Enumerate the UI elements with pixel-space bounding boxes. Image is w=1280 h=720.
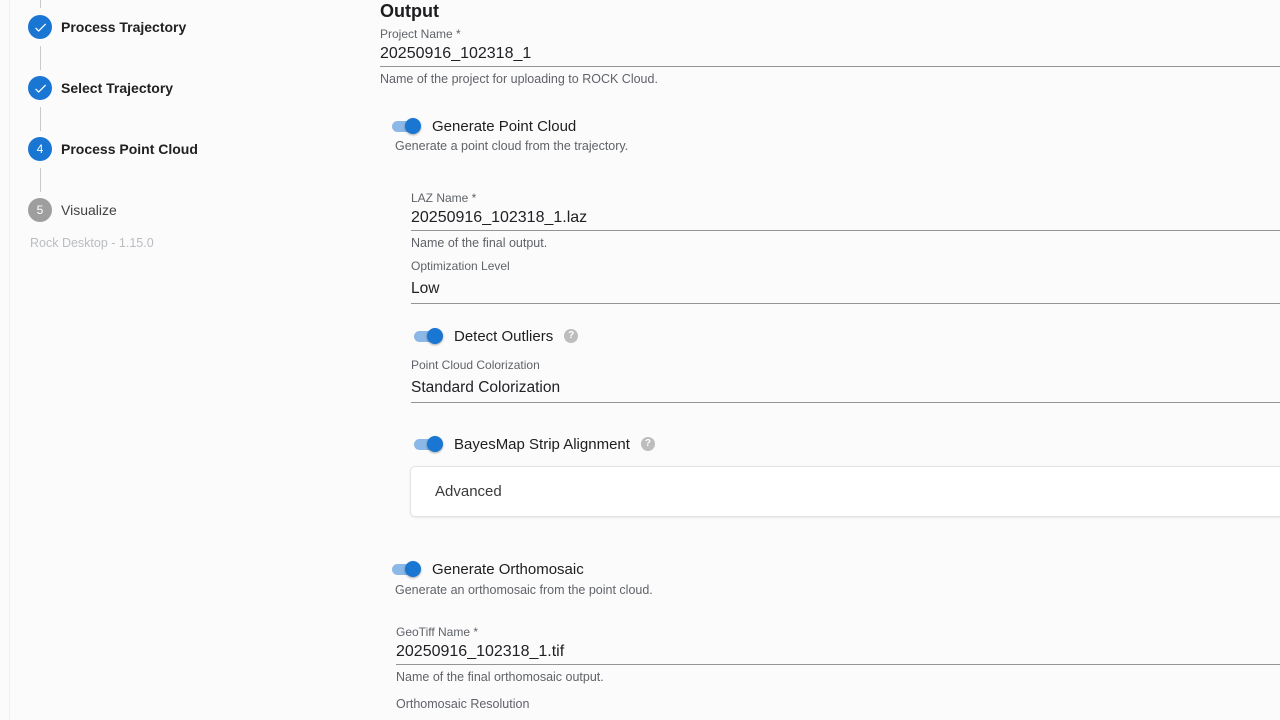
step-number-circle: 5 (28, 198, 52, 222)
stepper-connector (40, 107, 41, 131)
point-cloud-colorization-field: Point Cloud Colorization Standard Colori… (411, 358, 1280, 403)
window-edge-divider (9, 0, 10, 720)
geotiff-name-helper: Name of the final orthomosaic output. (396, 670, 604, 684)
laz-name-input[interactable] (411, 207, 1280, 231)
generate-orthomosaic-row: Generate Orthomosaic (391, 559, 584, 579)
geotiff-name-label: GeoTiff Name * (396, 625, 479, 639)
advanced-expansion-panel[interactable]: Advanced (410, 466, 1280, 517)
point-cloud-colorization-label: Point Cloud Colorization (411, 358, 540, 372)
geotiff-name-field: GeoTiff Name * Name of the final orthomo… (396, 625, 1280, 684)
toggle-thumb (405, 561, 421, 577)
bayesmap-strip-alignment-toggle[interactable] (413, 436, 443, 452)
advanced-panel-label: Advanced (435, 483, 502, 500)
check-icon (34, 83, 46, 93)
project-name-label: Project Name * (380, 27, 461, 41)
sidebar-step-process-point-cloud[interactable]: 4 Process Point Cloud (28, 137, 198, 161)
optimization-level-select[interactable]: Low (411, 277, 1280, 304)
project-name-helper: Name of the project for uploading to ROC… (380, 72, 658, 86)
step-completed-circle (28, 15, 52, 39)
generate-point-cloud-toggle[interactable] (391, 118, 421, 134)
help-icon[interactable]: ? (564, 329, 579, 343)
laz-name-helper: Name of the final output. (411, 236, 548, 250)
project-name-input[interactable] (380, 43, 1280, 67)
stepper-connector (40, 46, 41, 70)
detect-outliers-label: Detect Outliers (454, 327, 554, 345)
detect-outliers-row: Detect Outliers ? (413, 326, 579, 346)
laz-name-field: LAZ Name * Name of the final output. (411, 191, 1280, 250)
laz-name-label: LAZ Name * (411, 191, 477, 205)
page-title: Output (380, 1, 439, 21)
sidebar-step-visualize[interactable]: 5 Visualize (28, 198, 117, 222)
bayesmap-strip-alignment-label: BayesMap Strip Alignment (454, 435, 630, 453)
generate-orthomosaic-helper: Generate an orthomosaic from the point c… (395, 583, 653, 597)
generate-point-cloud-row: Generate Point Cloud (391, 116, 576, 136)
step-number-circle: 4 (28, 137, 52, 161)
toggle-thumb (405, 118, 421, 134)
toggle-thumb (427, 436, 443, 452)
stepper-connector (40, 0, 41, 8)
step-label: Process Trajectory (61, 19, 187, 35)
stepper-connector (40, 168, 41, 192)
detect-outliers-toggle[interactable] (413, 328, 443, 344)
step-label: Process Point Cloud (61, 141, 198, 157)
step-label: Visualize (61, 202, 117, 218)
geotiff-name-input[interactable] (396, 641, 1280, 665)
point-cloud-colorization-select[interactable]: Standard Colorization (411, 376, 1280, 403)
generate-point-cloud-helper: Generate a point cloud from the trajecto… (395, 139, 629, 153)
step-completed-circle (28, 76, 52, 100)
generate-orthomosaic-toggle[interactable] (391, 561, 421, 577)
optimization-level-label: Optimization Level (411, 259, 510, 273)
step-label: Select Trajectory (61, 80, 174, 96)
project-name-field: Project Name * Name of the project for u… (380, 27, 1280, 86)
generate-point-cloud-label: Generate Point Cloud (432, 117, 577, 135)
optimization-level-field: Optimization Level Low (411, 259, 1280, 304)
help-icon[interactable]: ? (640, 437, 655, 451)
generate-orthomosaic-label: Generate Orthomosaic (432, 560, 584, 578)
app-version-label: Rock Desktop - 1.15.0 (30, 236, 154, 250)
sidebar-step-select-trajectory[interactable]: Select Trajectory (28, 76, 173, 100)
bayesmap-strip-alignment-row: BayesMap Strip Alignment ? (413, 434, 655, 454)
check-icon (34, 22, 46, 32)
toggle-thumb (427, 328, 443, 344)
sidebar-step-process-trajectory[interactable]: Process Trajectory (28, 15, 186, 39)
orthomosaic-resolution-label: Orthomosaic Resolution (396, 697, 530, 711)
